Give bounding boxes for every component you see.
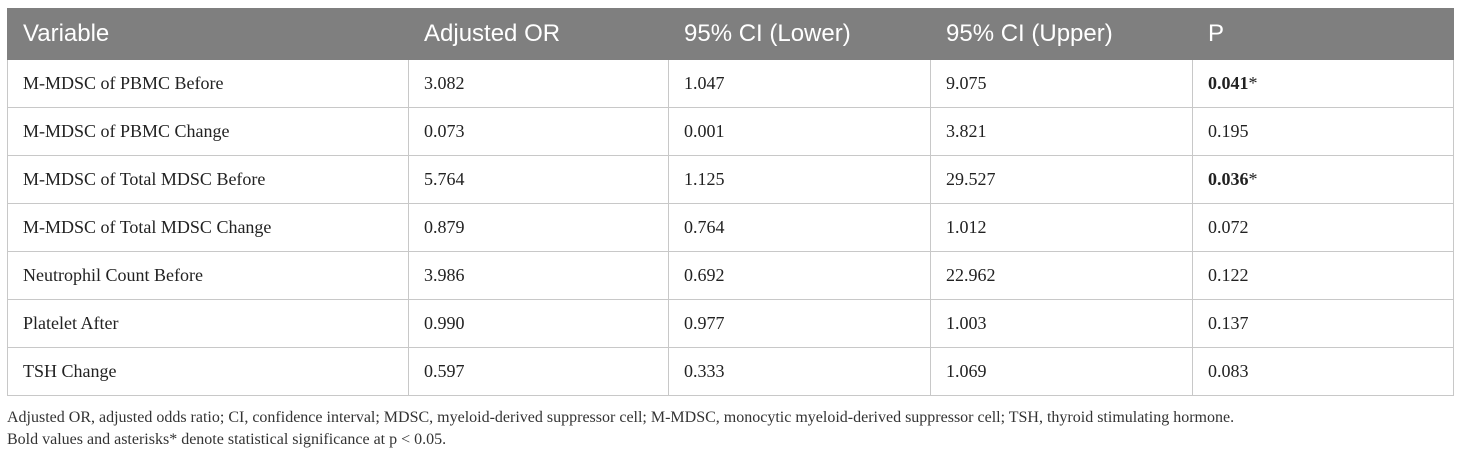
cell-ci-lower: 0.001 [668, 107, 931, 156]
cell-adjusted-or: 0.879 [408, 203, 669, 252]
cell-ci-upper: 22.962 [930, 251, 1193, 300]
cell-ci-upper: 3.821 [930, 107, 1193, 156]
header-variable: Variable [7, 8, 409, 60]
cell-ci-lower: 0.977 [668, 299, 931, 348]
cell-ci-upper: 1.012 [930, 203, 1193, 252]
cell-ci-upper: 9.075 [930, 59, 1193, 108]
p-value: 0.122 [1208, 265, 1249, 285]
adjusted-odds-ratio-table: Variable Adjusted OR 95% CI (Lower) 95% … [7, 8, 1454, 396]
cell-variable: M-MDSC of PBMC Change [7, 107, 409, 156]
cell-variable: M-MDSC of Total MDSC Before [7, 155, 409, 204]
cell-variable: M-MDSC of PBMC Before [7, 59, 409, 108]
cell-ci-lower: 0.333 [668, 347, 931, 396]
cell-p-value: 0.036* [1192, 155, 1454, 204]
cell-ci-lower: 0.764 [668, 203, 931, 252]
table-body: M-MDSC of PBMC Before 3.082 1.047 9.075 … [7, 59, 1454, 396]
table-row: M-MDSC of Total MDSC Before 5.764 1.125 … [7, 155, 1454, 204]
table-header: Variable Adjusted OR 95% CI (Lower) 95% … [7, 8, 1454, 60]
p-value: 0.072 [1208, 217, 1249, 237]
cell-p-value: 0.041* [1192, 59, 1454, 108]
table-row: TSH Change 0.597 0.333 1.069 0.083 [7, 347, 1454, 396]
table-footnote: Adjusted OR, adjusted odds ratio; CI, co… [7, 407, 1453, 451]
cell-ci-upper: 1.003 [930, 299, 1193, 348]
p-value-significant: 0.036 [1208, 169, 1249, 189]
p-value: 0.137 [1208, 313, 1249, 333]
footnote-significance: Bold values and asterisks* denote statis… [7, 431, 447, 448]
cell-p-value: 0.195 [1192, 107, 1454, 156]
header-row: Variable Adjusted OR 95% CI (Lower) 95% … [7, 8, 1454, 60]
cell-ci-lower: 1.047 [668, 59, 931, 108]
cell-ci-lower: 1.125 [668, 155, 931, 204]
cell-variable: Neutrophil Count Before [7, 251, 409, 300]
cell-p-value: 0.072 [1192, 203, 1454, 252]
cell-ci-upper: 29.527 [930, 155, 1193, 204]
cell-variable: M-MDSC of Total MDSC Change [7, 203, 409, 252]
p-value-significant: 0.041 [1208, 73, 1249, 93]
p-value: 0.083 [1208, 361, 1249, 381]
header-adjusted-or: Adjusted OR [408, 8, 669, 60]
cell-p-value: 0.083 [1192, 347, 1454, 396]
header-ci-upper: 95% CI (Upper) [930, 8, 1193, 60]
cell-p-value: 0.137 [1192, 299, 1454, 348]
cell-adjusted-or: 0.073 [408, 107, 669, 156]
table-row: Neutrophil Count Before 3.986 0.692 22.9… [7, 251, 1454, 300]
cell-adjusted-or: 0.990 [408, 299, 669, 348]
significance-asterisk: * [1248, 73, 1258, 93]
p-value: 0.195 [1208, 121, 1249, 141]
cell-ci-lower: 0.692 [668, 251, 931, 300]
table-row: M-MDSC of PBMC Before 3.082 1.047 9.075 … [7, 59, 1454, 108]
cell-adjusted-or: 3.986 [408, 251, 669, 300]
cell-adjusted-or: 0.597 [408, 347, 669, 396]
cell-adjusted-or: 5.764 [408, 155, 669, 204]
cell-p-value: 0.122 [1192, 251, 1454, 300]
table-row: Platelet After 0.990 0.977 1.003 0.137 [7, 299, 1454, 348]
header-p-value: P [1192, 8, 1454, 60]
footnote-abbreviations: Adjusted OR, adjusted odds ratio; CI, co… [7, 409, 1235, 426]
significance-asterisk: * [1248, 169, 1258, 189]
header-ci-lower: 95% CI (Lower) [668, 8, 931, 60]
cell-variable: Platelet After [7, 299, 409, 348]
cell-ci-upper: 1.069 [930, 347, 1193, 396]
results-table-container: Variable Adjusted OR 95% CI (Lower) 95% … [7, 8, 1454, 396]
cell-variable: TSH Change [7, 347, 409, 396]
table-row: M-MDSC of PBMC Change 0.073 0.001 3.821 … [7, 107, 1454, 156]
cell-adjusted-or: 3.082 [408, 59, 669, 108]
table-row: M-MDSC of Total MDSC Change 0.879 0.764 … [7, 203, 1454, 252]
